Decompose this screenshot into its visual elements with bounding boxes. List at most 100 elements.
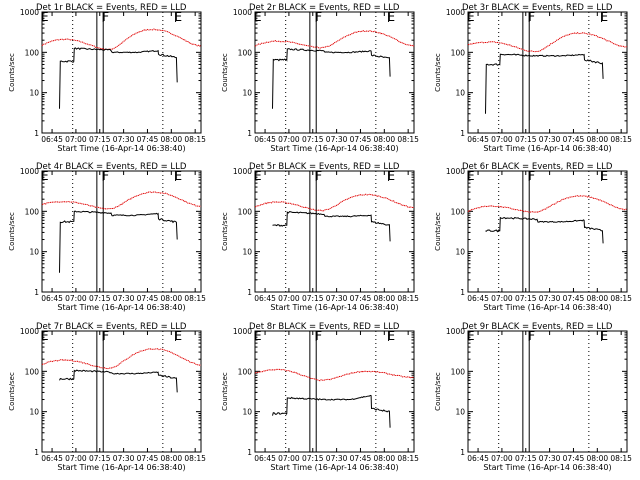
x-tick-label: 07:15	[515, 454, 537, 463]
x-tick-label: 06:45	[467, 454, 489, 463]
y-tick-label: 1000	[20, 327, 39, 336]
y-tick-label: 1000	[233, 8, 252, 17]
x-axis-label: Start Time (16-Apr-14 06:38:40)	[483, 463, 611, 472]
plot-frame	[467, 330, 628, 453]
x-tick-label: 07:15	[302, 294, 324, 303]
x-tick-label: 07:15	[89, 294, 111, 303]
y-tick-label: 1	[460, 129, 465, 138]
x-tick-label: 07:30	[113, 454, 135, 463]
x-axis-label: Start Time (16-Apr-14 06:38:40)	[483, 144, 611, 153]
lld-series-line	[254, 193, 415, 212]
plot-frame	[254, 330, 415, 453]
y-axis-label: Counts/sec	[434, 372, 442, 411]
y-tick-label: 10	[29, 89, 39, 98]
x-tick-label: 06:45	[254, 294, 276, 303]
x-tick-label: 08:15	[610, 294, 632, 303]
plot-frame	[467, 170, 628, 293]
marker-label: E	[388, 10, 396, 24]
marker-label: E	[175, 329, 183, 343]
marker-label: F	[102, 10, 109, 24]
x-tick-label: 06:45	[254, 454, 276, 463]
x-tick-label: 07:00	[278, 135, 300, 144]
x-axis-label: Start Time (16-Apr-14 06:38:40)	[270, 303, 398, 312]
y-tick-label: 100	[238, 367, 253, 376]
x-tick-label: 06:45	[467, 294, 489, 303]
panel-title: Det 9r BLACK = Events, RED = LLD	[462, 322, 613, 332]
events-series-line	[272, 394, 391, 428]
marker-label: E	[388, 329, 396, 343]
panel-title: Det 1r BLACK = Events, RED = LLD	[36, 3, 187, 13]
y-tick-label: 1	[247, 288, 252, 297]
x-tick-label: 08:15	[610, 135, 632, 144]
lld-series-line	[41, 191, 202, 210]
x-axis-label: Start Time (16-Apr-14 06:38:40)	[57, 144, 185, 153]
x-tick-label: 07:45	[563, 135, 585, 144]
x-tick-label: 07:45	[350, 135, 372, 144]
lld-series-line	[254, 368, 415, 382]
x-tick-label: 07:45	[563, 294, 585, 303]
marker-label: F	[528, 10, 535, 24]
x-tick-label: 07:15	[89, 454, 111, 463]
x-tick-label: 07:45	[137, 294, 159, 303]
x-tick-label: 07:30	[326, 454, 348, 463]
marker-label: E	[41, 329, 49, 343]
y-tick-label: 1	[34, 129, 39, 138]
y-tick-label: 100	[451, 367, 466, 376]
marker-label: F	[315, 169, 322, 183]
x-tick-label: 08:15	[397, 454, 419, 463]
panel-title: Det 8r BLACK = Events, RED = LLD	[249, 322, 400, 332]
x-tick-label: 07:00	[65, 454, 87, 463]
y-tick-label: 1	[247, 448, 252, 457]
plot-frame	[254, 170, 415, 293]
marker-label: E	[175, 10, 183, 24]
marker-label: E	[41, 10, 49, 24]
x-tick-label: 08:00	[587, 135, 609, 144]
lld-series-line	[467, 195, 627, 213]
marker-label: F	[528, 169, 535, 183]
y-axis-label: Counts/sec	[221, 53, 229, 92]
x-tick-label: 07:45	[137, 454, 159, 463]
events-series-line	[272, 48, 391, 109]
y-tick-label: 100	[238, 207, 253, 216]
y-tick-label: 10	[455, 89, 465, 98]
x-tick-label: 07:00	[491, 135, 513, 144]
y-tick-label: 1000	[20, 167, 39, 176]
y-tick-label: 1	[460, 288, 465, 297]
marker-label: E	[41, 169, 49, 183]
y-tick-label: 100	[25, 207, 40, 216]
panel-title: Det 7r BLACK = Events, RED = LLD	[36, 322, 187, 332]
x-tick-label: 06:45	[41, 454, 63, 463]
x-tick-label: 06:45	[254, 135, 276, 144]
y-tick-label: 1	[34, 288, 39, 297]
events-series-line	[485, 53, 604, 114]
plot-frame	[41, 11, 202, 134]
y-tick-label: 1000	[233, 167, 252, 176]
x-tick-label: 07:00	[278, 294, 300, 303]
x-tick-label: 07:00	[491, 454, 513, 463]
events-series-line	[59, 47, 178, 109]
x-tick-label: 07:15	[89, 135, 111, 144]
x-tick-label: 08:00	[587, 454, 609, 463]
x-tick-label: 07:30	[539, 454, 561, 463]
y-tick-label: 1000	[446, 8, 465, 17]
y-tick-label: 10	[242, 89, 252, 98]
x-tick-label: 06:45	[41, 294, 63, 303]
x-tick-label: 07:45	[350, 294, 372, 303]
x-tick-label: 08:00	[161, 294, 183, 303]
lld-series-line	[41, 28, 202, 51]
panel-title: Det 5r BLACK = Events, RED = LLD	[249, 162, 400, 172]
y-tick-label: 100	[238, 48, 253, 57]
y-axis-label: Counts/sec	[434, 212, 442, 251]
y-axis-label: Counts/sec	[221, 212, 229, 251]
x-tick-label: 08:15	[610, 454, 632, 463]
x-axis-label: Start Time (16-Apr-14 06:38:40)	[270, 144, 398, 153]
marker-label: E	[467, 10, 475, 24]
y-tick-label: 1	[460, 448, 465, 457]
panel-title: Det 6r BLACK = Events, RED = LLD	[462, 162, 613, 172]
